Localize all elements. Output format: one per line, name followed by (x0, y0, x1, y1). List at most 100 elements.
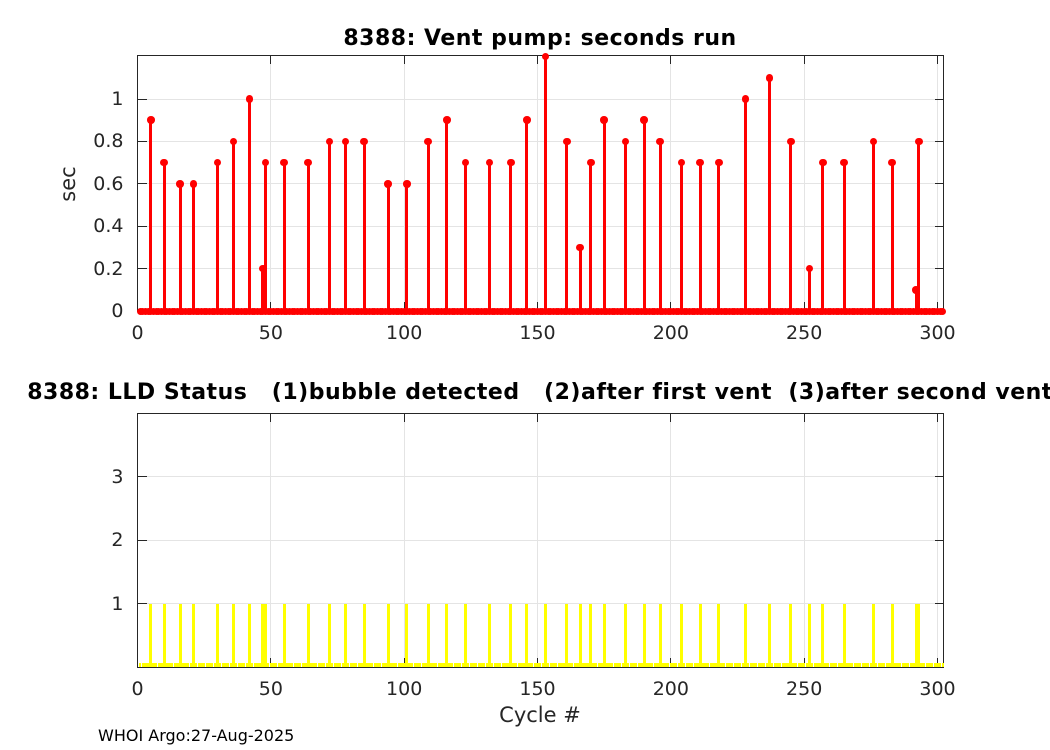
lld-status-tick-y (137, 476, 147, 477)
bar-baseline-mark (320, 663, 323, 667)
lld-status-tick-x (937, 658, 938, 667)
bar-baseline-mark (269, 663, 273, 667)
stem-line (192, 183, 195, 311)
lld-status-gridline-y (137, 603, 944, 604)
stem-baseline-dot (939, 307, 947, 315)
stem-line (445, 120, 449, 311)
stem-line (232, 141, 235, 311)
bar-baseline-mark (392, 663, 395, 667)
stem-marker (915, 137, 923, 146)
bar-baseline-mark (816, 663, 819, 667)
lld-status-tick-y (137, 603, 147, 604)
bar-baseline-mark (229, 663, 233, 667)
bar-baseline-mark (346, 663, 350, 667)
stem-marker (677, 158, 686, 167)
lld-status-tick-x (670, 658, 672, 667)
bar-baseline-mark (258, 663, 262, 667)
bar-baseline-mark (648, 663, 651, 667)
bar-baseline-mark (360, 663, 363, 667)
lld-status-y-tick-label: 2 (111, 529, 124, 551)
stem-marker (696, 158, 704, 167)
status-bar (917, 603, 921, 667)
bar-baseline-mark (224, 663, 227, 667)
vent-pump-x-tick-label: 50 (258, 322, 283, 344)
bar-baseline-mark (453, 663, 457, 667)
bar-baseline-mark (922, 663, 926, 667)
bar-baseline-mark (186, 663, 190, 667)
stem-line (565, 141, 569, 311)
stem-marker (147, 116, 155, 124)
bar-baseline-mark (650, 663, 654, 667)
stem-line (872, 141, 875, 311)
status-bar (871, 603, 876, 667)
bar-baseline-mark (840, 663, 843, 667)
bar-baseline-mark (184, 663, 187, 667)
bar-baseline-mark (616, 663, 619, 667)
bar-baseline-mark (837, 663, 841, 667)
bar-baseline-mark (792, 663, 795, 667)
status-bar (914, 603, 918, 667)
vent-pump-tick-x (537, 302, 538, 311)
lld-status-tick-y (137, 539, 147, 541)
bar-baseline-mark (181, 663, 185, 667)
status-bar (509, 603, 513, 667)
bar-baseline-mark (194, 663, 198, 667)
bar-baseline-mark (781, 663, 785, 667)
bar-baseline-mark (869, 663, 873, 667)
bar-baseline-mark (173, 663, 177, 667)
bar-baseline-mark (853, 663, 857, 667)
lld-status-x-tick-label: 200 (652, 678, 689, 700)
bar-baseline-mark (314, 663, 318, 667)
stem-line (680, 162, 683, 311)
bar-baseline-mark (442, 663, 446, 667)
stem-line (362, 141, 366, 311)
status-bar (642, 603, 646, 667)
bar-baseline-mark (757, 663, 761, 667)
bar-baseline-mark (701, 663, 705, 667)
status-bar (890, 603, 894, 667)
stem-line (248, 99, 251, 311)
status-bar (362, 603, 366, 667)
whoi-argo-watermark: WHOI Argo:27-Aug-2025 (98, 726, 295, 745)
bar-baseline-mark (626, 663, 630, 667)
bar-baseline-mark (138, 663, 142, 667)
bar-baseline-mark (864, 663, 867, 667)
stem-marker (888, 158, 896, 167)
lld-status-gridline-y (137, 476, 944, 477)
status-bar (306, 603, 310, 667)
stem-line (328, 141, 331, 311)
bar-baseline-mark (941, 663, 945, 667)
vent-pump-tick-x-top (403, 55, 405, 64)
vent-pump-gridline-x (803, 55, 805, 311)
vent-pump-tick-y-right (934, 268, 944, 270)
stem-line (578, 247, 582, 311)
status-bar (767, 603, 772, 667)
status-bar (405, 603, 409, 667)
vent-pump-y-tick-label: 1 (111, 88, 124, 110)
stem-marker (507, 158, 515, 167)
bar-baseline-mark (813, 663, 817, 667)
stem-line (589, 162, 593, 311)
bar-baseline-mark (146, 663, 150, 667)
vent-pump-gridline-x (670, 55, 672, 311)
bar-baseline-mark (861, 663, 865, 667)
stem-line (149, 120, 153, 311)
vent-pump-tick-x (270, 302, 272, 311)
lld-status-y-tick-label: 3 (111, 465, 124, 488)
stem-marker (245, 95, 254, 103)
bar-baseline-mark (482, 663, 486, 667)
bar-baseline-mark (664, 663, 667, 667)
vent-pump-x-tick-label: 0 (131, 322, 144, 344)
bar-baseline-mark (754, 663, 758, 667)
stem-marker (461, 158, 470, 167)
vent-pump-x-tick-label: 250 (786, 322, 823, 344)
lld-status-x-tick-label: 100 (386, 678, 423, 700)
stem-marker (261, 158, 270, 167)
stem-line (808, 268, 811, 311)
status-bar (842, 603, 846, 667)
status-bar (463, 603, 468, 667)
bar-baseline-mark (824, 663, 827, 667)
bar-baseline-mark (205, 663, 209, 667)
vent-pump-y-tick-label: 0.2 (93, 257, 124, 280)
bar-baseline-mark (165, 663, 169, 667)
